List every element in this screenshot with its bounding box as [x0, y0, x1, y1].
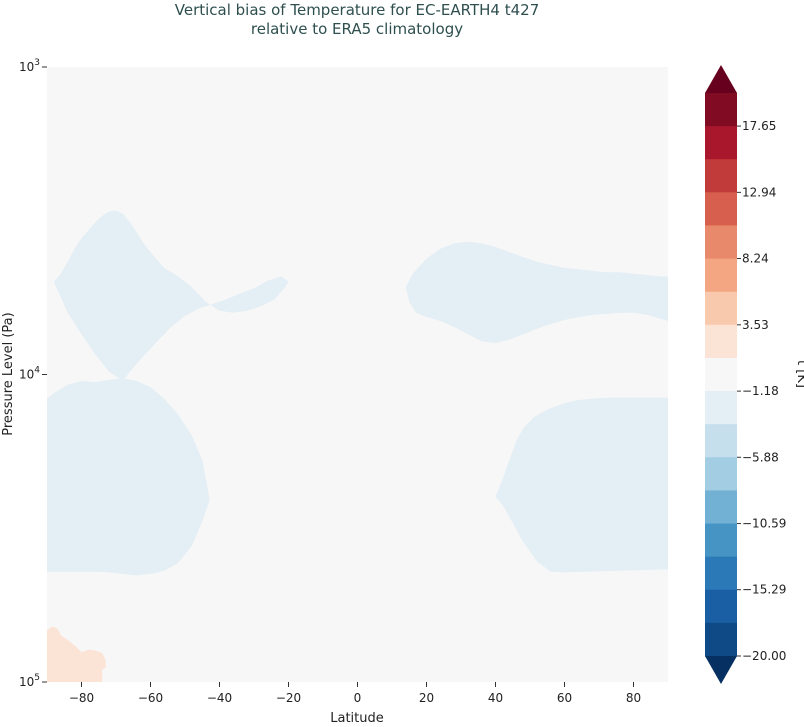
colorbar-bin: [705, 357, 737, 392]
colorbar-tick-label: −15.29: [742, 583, 786, 597]
x-tick-label: 80: [626, 691, 641, 705]
x-tick-label: 0: [354, 691, 362, 705]
x-tick-label: −20: [276, 691, 301, 705]
colorbar-tick-label: −1.18: [742, 384, 779, 398]
colorbar-label: t [K]: [794, 360, 804, 388]
colorbar-bin: [705, 391, 737, 425]
colorbar-tick-label: 3.53: [742, 318, 769, 332]
y-tick-label: 104: [19, 366, 40, 382]
colorbar-tick-label: −20.00: [742, 649, 786, 663]
plot-area: [47, 67, 668, 682]
y-axis: 103 104 105: [19, 58, 47, 689]
contour-region-antarctic-surface-positive: [47, 626, 106, 682]
colorbar-bin: [705, 490, 737, 525]
colorbar-bin: [705, 225, 737, 260]
colorbar-extend-min: [705, 656, 737, 684]
colorbar-bin: [705, 192, 737, 227]
plot-background: [47, 67, 668, 682]
contour-region-south-925-streak: [47, 493, 110, 501]
x-tick-label: 40: [488, 691, 503, 705]
colorbar-tick-label: −10.59: [742, 517, 786, 531]
colorbar-tick-label: −5.88: [742, 450, 779, 464]
colorbar-bin: [705, 93, 737, 127]
colorbar-bin: [705, 258, 737, 293]
colorbar-bin: [705, 424, 737, 458]
x-tick-label: 20: [419, 691, 434, 705]
colorbar-bin: [705, 622, 737, 657]
chart-title-line-1: Vertical bias of Temperature for EC-EART…: [175, 1, 539, 19]
contour-region-lower-south-negative: [47, 378, 210, 576]
colorbar-extend-max: [705, 65, 737, 93]
x-axis: −80 −60 −40 −20 0 20 40 60 80: [69, 682, 641, 705]
colorbar-bin: [705, 523, 737, 558]
y-axis-label: Pressure Level (Pa): [1, 312, 16, 435]
colorbar-bin: [705, 556, 737, 591]
contour-regions: [47, 210, 668, 682]
contour-region-north-925-streak: [630, 489, 668, 504]
colorbar-bin: [705, 457, 737, 492]
x-tick-label: −60: [138, 691, 163, 705]
colorbar-bin: [705, 126, 737, 160]
x-tick-label: −80: [69, 691, 94, 705]
colorbar-bin: [705, 589, 737, 624]
colorbar-ticks: 17.65 12.94 8.24 3.53 −1.18 −5.88 −10.59 −15.29…: [737, 119, 786, 663]
y-tick-label: 105: [19, 673, 40, 689]
colorbar-bin: [705, 324, 737, 359]
colorbar-bin: [705, 291, 737, 326]
contour-region-upper-north-negative: [405, 241, 668, 343]
x-tick-label: 60: [557, 691, 572, 705]
colorbar: [705, 65, 737, 684]
chart-title-line-2: relative to ERA5 climatology: [251, 20, 463, 38]
colorbar-bin: [705, 159, 737, 193]
colorbar-tick-label: 8.24: [742, 252, 769, 266]
colorbar-tick-label: 17.65: [742, 119, 776, 133]
x-axis-label: Latitude: [330, 711, 384, 723]
y-tick-label: 103: [19, 58, 40, 74]
colorbar-tick-label: 12.94: [742, 185, 776, 199]
x-tick-label: −40: [207, 691, 232, 705]
contour-region-upper-south-negative: [53, 210, 289, 381]
contour-region-lower-north-negative: [495, 397, 668, 573]
